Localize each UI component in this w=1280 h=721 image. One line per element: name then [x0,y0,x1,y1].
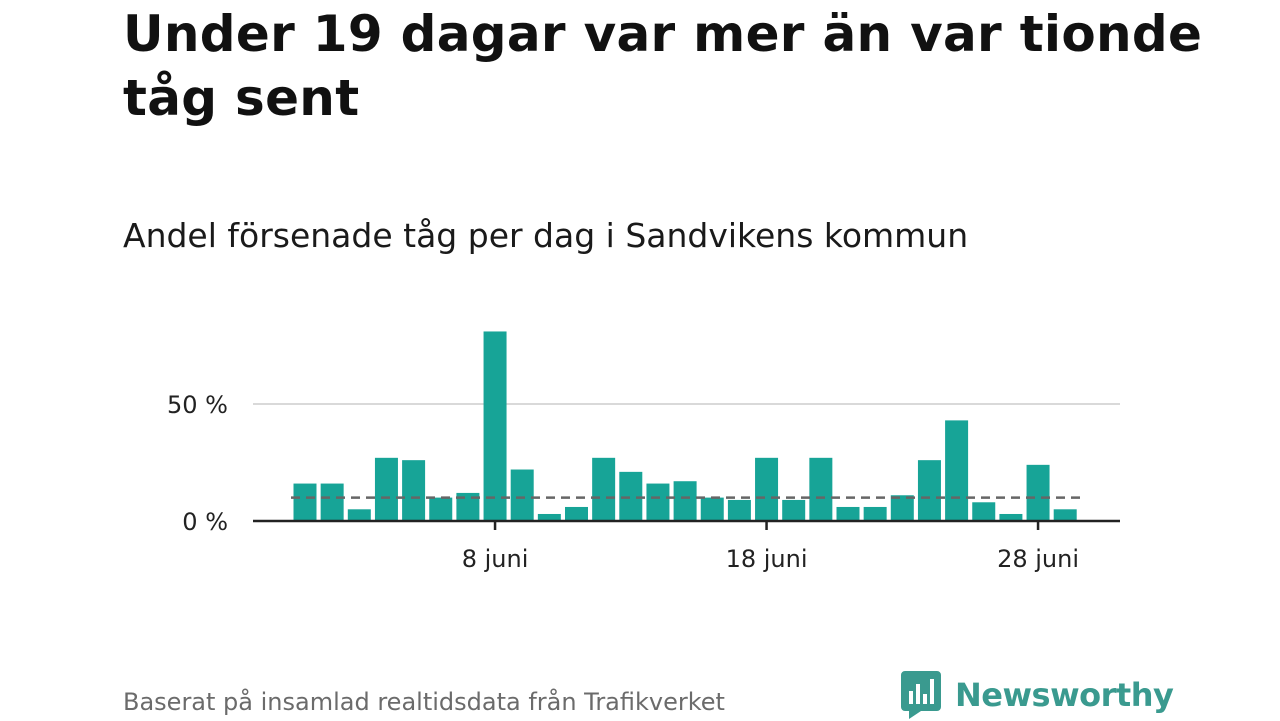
bar-day-14 [646,483,670,521]
bar-day-6 [429,497,453,521]
x-tick-label: 28 juni [997,545,1079,573]
bar-day-9 [510,469,534,521]
bar-day-13 [619,471,643,521]
axes: 0 % 50 % 8 juni 18 juni 28 juni [167,391,1120,573]
bar-day-25 [945,420,969,521]
bar-day-26 [972,502,996,521]
bar-day-4 [374,457,398,521]
x-tick-label: 8 juni [462,545,529,573]
chart-subtitle: Andel försenade tåg per dag i Sandvikens… [123,216,969,255]
bar-day-5 [402,460,426,521]
bar-day-16 [700,497,724,521]
bar-day-8 [483,331,507,521]
y-tick-label: 0 % [182,508,228,536]
bar-day-29 [1053,509,1077,521]
bar-day-24 [917,460,941,521]
brand-name: Newsworthy [955,676,1174,714]
bar-day-17 [727,499,751,521]
bar-day-18 [755,457,779,521]
bar-day-10 [537,513,561,521]
bar-day-2 [320,483,344,521]
bar-day-12 [592,457,616,521]
source-note: Baserat på insamlad realtidsdata från Tr… [123,688,725,716]
bar-day-27 [999,513,1023,521]
chart-title: Under 19 dagar var mer än var tionde tåg… [123,5,1203,127]
bar-day-19 [782,499,806,521]
bar-day-7 [456,492,480,521]
bar-day-28 [1026,464,1050,521]
y-tick-label: 50 % [167,391,228,419]
x-tick-label: 18 juni [726,545,808,573]
bars [293,331,1077,521]
bar-day-3 [347,509,371,521]
bar-day-1 [293,483,317,521]
bar-day-15 [673,481,697,521]
newsworthy-logo: Newsworthy [901,669,1174,721]
bar-day-21 [836,506,860,521]
bar-day-23 [890,495,914,521]
bar-day-11 [565,506,588,521]
bar-day-20 [809,457,833,521]
bar-day-22 [863,506,887,521]
newsworthy-logo-icon [901,671,941,719]
